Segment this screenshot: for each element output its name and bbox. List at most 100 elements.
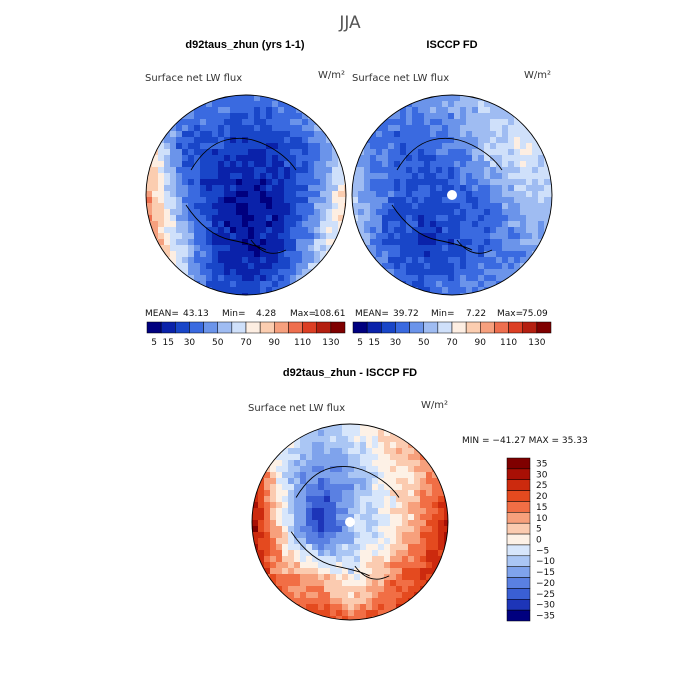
model-map-cell	[218, 161, 225, 168]
model-map-cell	[230, 239, 237, 246]
panel-model-title: d92taus_zhun (yrs 1-1)	[185, 39, 305, 51]
diff-map-cell	[312, 508, 319, 515]
obs-map-cell	[442, 125, 449, 132]
model-map-cell	[260, 287, 267, 294]
model-map-cell	[272, 251, 279, 258]
obs-map-cell	[412, 233, 419, 240]
model-map-cell	[278, 113, 285, 120]
model-map-cell	[290, 197, 297, 204]
obs-min-value: 7.22	[466, 309, 486, 319]
diff-map-cell	[384, 538, 391, 545]
model-map-cell	[170, 185, 177, 192]
obs-map-cell	[544, 203, 551, 210]
diff-map-cell	[288, 562, 295, 569]
diff-map-cell	[402, 568, 409, 575]
obs-map-cell	[526, 155, 533, 162]
obs-map-cell	[484, 197, 491, 204]
diff-map-cell	[432, 496, 439, 503]
panel-model-stats: MEAN= 43.13 Min= 4.28 Max= 108.61	[145, 309, 346, 319]
diff-map-cell	[330, 604, 337, 611]
model-map-cell	[230, 149, 237, 156]
panel-obs-subtitle: Surface net LW flux	[352, 73, 449, 84]
model-map-cell	[176, 191, 183, 198]
diff-map-pole-gap	[345, 517, 355, 527]
obs-map-cell	[496, 131, 503, 138]
model-colorbar-swatch	[316, 321, 332, 334]
model-map-cell	[266, 263, 273, 270]
model-map-cell	[248, 209, 255, 216]
model-map-cell	[278, 197, 285, 204]
model-map-cell	[200, 227, 207, 234]
obs-map-cell	[406, 137, 413, 144]
model-map-cell	[176, 155, 183, 162]
obs-map-cell	[454, 203, 461, 210]
polar-map-obs	[351, 94, 553, 296]
diff-map-cell	[282, 442, 289, 449]
obs-map-cell	[406, 149, 413, 156]
model-map-cell	[290, 113, 297, 120]
model-map-cell	[188, 143, 195, 150]
obs-map-cell	[412, 257, 419, 264]
diff-map-cell	[312, 520, 319, 527]
diff-map-cell	[372, 442, 379, 449]
diff-map-cell	[360, 520, 367, 527]
diff-map-cell	[396, 478, 403, 485]
model-map-cell	[218, 131, 225, 138]
diff-map-cell	[408, 460, 415, 467]
diff-map-cell	[348, 430, 355, 437]
obs-map-cell	[514, 227, 521, 234]
model-map-cell	[230, 143, 237, 150]
model-map-cell	[332, 179, 339, 186]
diff-map-cell	[390, 454, 397, 461]
diff-map-cell	[414, 562, 421, 569]
model-map-cell	[188, 269, 195, 276]
obs-map-cell	[448, 215, 455, 222]
diff-map-cell	[342, 586, 349, 593]
obs-map-cell	[460, 197, 467, 204]
model-map-cell	[200, 203, 207, 210]
diff-map-cell	[366, 490, 373, 497]
diff-map-cell	[318, 490, 325, 497]
model-map-cell	[176, 185, 183, 192]
obs-map-cell	[376, 179, 383, 186]
diff-map-cell	[402, 604, 409, 611]
obs-map-cell	[406, 239, 413, 246]
model-map-cell	[200, 221, 207, 228]
diff-map-cell	[336, 514, 343, 521]
model-map-cell	[260, 197, 267, 204]
obs-map-cell	[490, 263, 497, 270]
model-map-cell	[302, 143, 309, 150]
model-map-cell	[236, 131, 243, 138]
obs-map-cell	[430, 149, 437, 156]
diff-map-cell	[300, 598, 307, 605]
model-map-cell	[224, 179, 231, 186]
obs-map-cell	[502, 245, 509, 252]
obs-map-cell	[478, 179, 485, 186]
obs-map-cell	[478, 203, 485, 210]
model-map-cell	[272, 191, 279, 198]
obs-map-cell	[466, 143, 473, 150]
obs-map-cell	[502, 239, 509, 246]
obs-map-cell	[394, 233, 401, 240]
diff-map-cell	[282, 490, 289, 497]
diff-map-cell	[306, 604, 313, 611]
diff-map-cell	[330, 472, 337, 479]
model-mean-label: MEAN=	[145, 309, 179, 319]
model-map-cell	[248, 203, 255, 210]
diff-map-cell	[264, 526, 271, 533]
model-colorbar-tick-label: 90	[269, 338, 281, 348]
model-map-cell	[332, 227, 339, 234]
polar-map-model	[145, 94, 347, 296]
diff-map-cell	[312, 526, 319, 533]
model-map-cell	[254, 227, 261, 234]
diff-map-cell	[366, 484, 373, 491]
model-map-cell	[320, 131, 327, 138]
obs-map-cell	[466, 209, 473, 216]
diff-map-cell	[420, 514, 427, 521]
diff-map-cell	[282, 472, 289, 479]
model-map-cell	[236, 125, 243, 132]
model-colorbar-swatch	[274, 321, 289, 334]
model-map-cell	[224, 143, 231, 150]
model-map-cell	[188, 149, 195, 156]
diff-map-cell	[426, 574, 433, 581]
